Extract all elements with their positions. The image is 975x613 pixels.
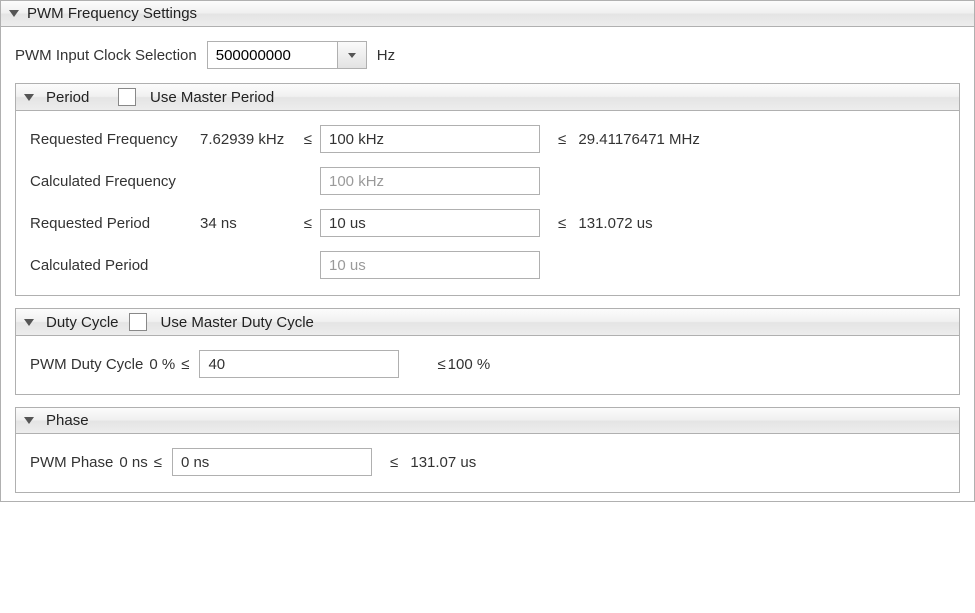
phase-title: Phase [46,412,89,429]
le-symbol: ≤ [304,131,312,148]
req-freq-label: Requested Frequency [30,131,200,148]
req-period-min: 34 ns [200,215,237,232]
calc-period-output [320,251,540,279]
pwm-frequency-settings-header[interactable]: PWM Frequency Settings [1,1,974,27]
duty-min: 0 % [149,356,175,373]
duty-cycle-panel: Duty Cycle Use Master Duty Cycle PWM Dut… [15,308,960,395]
phase-min: 0 ns [119,454,147,471]
chevron-down-icon [24,94,34,101]
use-master-duty-checkbox[interactable] [129,313,147,331]
phase-label: PWM Phase [30,454,113,471]
calc-freq-output [320,167,540,195]
panel-title: PWM Frequency Settings [27,5,197,22]
req-period-max: 131.072 us [578,215,652,232]
duty-cycle-body: PWM Duty Cycle 0 % ≤ ≤100 % [16,336,959,394]
use-master-period-checkbox[interactable] [118,88,136,106]
pwm-frequency-settings-panel: PWM Frequency Settings PWM Input Clock S… [0,0,975,502]
phase-body: PWM Phase 0 ns ≤ ≤ 131.07 us [16,434,959,492]
req-period-input[interactable] [320,209,540,237]
requested-frequency-row: Requested Frequency 7.62939 kHz ≤ ≤ 29.4… [30,125,945,153]
use-master-duty-label: Use Master Duty Cycle [161,314,314,331]
period-title: Period [46,89,108,106]
duty-input[interactable] [199,350,399,378]
period-header[interactable]: Period Use Master Period [16,84,959,111]
clock-dropdown-button[interactable] [337,41,367,69]
le-symbol: ≤ [181,356,189,373]
phase-panel: Phase PWM Phase 0 ns ≤ ≤ 131.07 us [15,407,960,493]
chevron-down-icon [24,319,34,326]
req-freq-max: 29.41176471 MHz [578,131,699,148]
period-panel: Period Use Master Period Requested Frequ… [15,83,960,296]
clock-unit: Hz [377,47,395,64]
period-body: Requested Frequency 7.62939 kHz ≤ ≤ 29.4… [16,111,959,295]
clock-combo [207,41,367,69]
le-symbol: ≤ [558,215,566,232]
phase-input[interactable] [172,448,372,476]
calc-period-label: Calculated Period [30,257,200,274]
calculated-frequency-row: Calculated Frequency [30,167,945,195]
phase-max: 131.07 us [410,454,476,471]
duty-max: 100 % [448,356,491,373]
req-period-label: Requested Period [30,215,200,232]
clock-input[interactable] [207,41,337,69]
le-symbol: ≤ [437,356,445,373]
calculated-period-row: Calculated Period [30,251,945,279]
req-period-min-wrap: 34 ns ≤ [200,215,320,232]
requested-period-row: Requested Period 34 ns ≤ ≤ 131.072 us [30,209,945,237]
use-master-period-label: Use Master Period [150,89,274,106]
clock-row: PWM Input Clock Selection Hz [15,41,960,69]
phase-header[interactable]: Phase [16,408,959,434]
phase-max-wrap: ≤ 131.07 us [388,454,476,471]
req-period-max-wrap: ≤ 131.072 us [540,215,653,232]
duty-cycle-row: PWM Duty Cycle 0 % ≤ ≤100 % [30,350,945,378]
le-symbol: ≤ [304,215,312,232]
duty-cycle-title: Duty Cycle [46,314,119,331]
duty-label: PWM Duty Cycle [30,356,143,373]
duty-cycle-header[interactable]: Duty Cycle Use Master Duty Cycle [16,309,959,336]
clock-label: PWM Input Clock Selection [15,47,197,64]
req-freq-input[interactable] [320,125,540,153]
chevron-down-icon [24,417,34,424]
chevron-down-icon [9,10,19,17]
panel-body: PWM Input Clock Selection Hz Period Use … [1,27,974,501]
req-freq-max-wrap: ≤ 29.41176471 MHz [540,131,700,148]
duty-max-wrap: ≤100 % [435,356,490,373]
le-symbol: ≤ [154,454,162,471]
req-freq-min-wrap: 7.62939 kHz ≤ [200,131,320,148]
chevron-down-icon [348,53,356,58]
phase-row: PWM Phase 0 ns ≤ ≤ 131.07 us [30,448,945,476]
le-symbol: ≤ [558,131,566,148]
req-freq-min: 7.62939 kHz [200,131,284,148]
le-symbol: ≤ [390,454,398,471]
calc-freq-label: Calculated Frequency [30,173,200,190]
